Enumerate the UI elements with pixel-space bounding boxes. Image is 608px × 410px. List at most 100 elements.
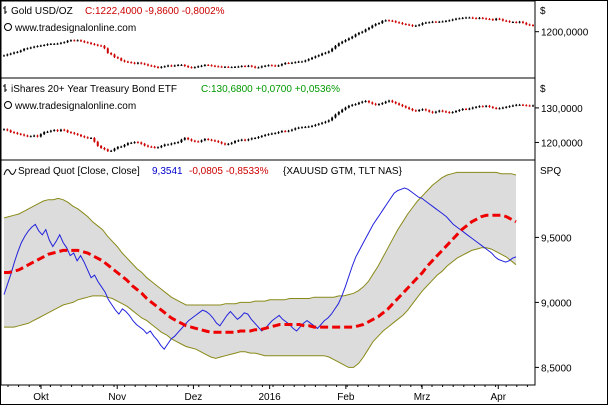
candle-body <box>398 22 401 24</box>
candle-body <box>69 40 72 42</box>
candle-body <box>227 66 230 68</box>
candle-body <box>140 62 143 64</box>
time-axis: Okt Nov Dez 2016 Feb Mrz Apr <box>1 384 535 403</box>
candle-body <box>220 142 223 144</box>
candle-body <box>69 132 72 134</box>
candle-body <box>337 112 340 115</box>
candle-body <box>33 46 36 48</box>
tlt-quote: C:130,6800 +0,0700 +0,0536% <box>201 84 340 95</box>
candle-body <box>66 130 69 133</box>
candle-body <box>180 64 183 66</box>
candle-body <box>501 19 504 21</box>
candle-body <box>26 135 29 137</box>
candle-body <box>130 142 133 144</box>
candle-body <box>6 54 9 56</box>
candle-body <box>334 45 337 49</box>
candle-body <box>43 44 46 46</box>
candle-body <box>337 43 340 46</box>
candle-body <box>96 141 99 146</box>
candle-body <box>388 20 391 22</box>
candle-body <box>518 104 521 106</box>
spread-indicator-icon <box>3 168 17 176</box>
candle-body <box>307 59 310 61</box>
candle-body <box>300 61 303 63</box>
candle-body <box>90 42 93 44</box>
candle-body <box>454 18 457 20</box>
candle-body <box>223 143 226 145</box>
candle-body <box>448 112 451 114</box>
candle-body <box>153 146 156 148</box>
candle-body <box>297 127 300 129</box>
candle-body <box>113 54 116 58</box>
candle-body <box>143 63 146 65</box>
spread-y-axis: 9,5000 9,0000 8,5000 <box>535 233 572 374</box>
candle-body <box>250 138 253 140</box>
candle-body <box>160 66 163 68</box>
candle-body <box>190 139 193 141</box>
candle-body <box>465 17 468 19</box>
candle-body <box>274 133 277 135</box>
moving-average-line <box>4 213 517 334</box>
candle-body <box>254 66 257 68</box>
candle-body <box>270 133 273 135</box>
candle-body <box>150 146 153 148</box>
candle-body <box>197 141 200 143</box>
candle-body <box>116 57 119 59</box>
candle-body <box>130 62 133 64</box>
candle-body <box>210 139 213 141</box>
candle-body <box>274 65 277 67</box>
candle-body <box>33 135 36 137</box>
candle-body <box>23 48 26 51</box>
spread-symbols: {XAUUSD GTM, TLT NAS} <box>283 166 403 177</box>
candle-body <box>431 111 434 113</box>
x-tick-label: Okt <box>33 392 49 403</box>
tlt-series-name: iShares 20+ Year Treasury Bond ETF <box>11 84 177 95</box>
candle-body <box>29 136 32 138</box>
candle-body <box>180 139 183 143</box>
candle-body <box>428 110 431 112</box>
candle-body <box>136 142 139 144</box>
candle-body <box>46 131 49 133</box>
candle-body <box>210 65 213 67</box>
candle-body <box>257 67 260 69</box>
candle-body <box>521 104 524 106</box>
candle-body <box>521 21 524 23</box>
candle-body <box>488 105 491 107</box>
candle-body <box>461 17 464 19</box>
candle-body <box>300 127 303 129</box>
candle-body <box>93 137 96 142</box>
candle-body <box>458 109 461 112</box>
x-tick-label: Nov <box>108 392 126 403</box>
candle-body <box>331 117 334 121</box>
candle-body <box>384 20 387 22</box>
candle-body <box>29 47 32 49</box>
candle-body <box>347 38 350 40</box>
candle-body <box>170 143 173 145</box>
candle-body <box>498 108 501 110</box>
candle-body <box>133 62 136 64</box>
candle-body <box>478 106 481 108</box>
candle-body <box>49 43 52 45</box>
candle-body <box>424 109 427 111</box>
candle-body <box>240 139 243 141</box>
candle-body <box>444 111 447 113</box>
candle-body <box>341 41 344 44</box>
gold-candles <box>3 16 534 69</box>
copyright-icon <box>4 101 12 109</box>
candle-body <box>361 101 364 103</box>
candle-body <box>394 102 397 104</box>
candle-body <box>374 103 377 105</box>
candle-body <box>357 32 360 35</box>
candle-body <box>491 106 494 108</box>
candle-body <box>170 65 173 67</box>
candle-body <box>16 132 19 134</box>
candle-body <box>344 107 347 110</box>
x-tick-label: Dez <box>185 392 203 403</box>
candle-body <box>438 110 441 112</box>
candle-body <box>167 144 170 146</box>
candle-body <box>240 66 243 68</box>
candle-body <box>270 65 273 67</box>
gold-quote: C:1222,4000 -9,8600 -0,8002% <box>85 6 225 17</box>
candle-body <box>528 24 531 26</box>
candle-body <box>19 50 22 52</box>
